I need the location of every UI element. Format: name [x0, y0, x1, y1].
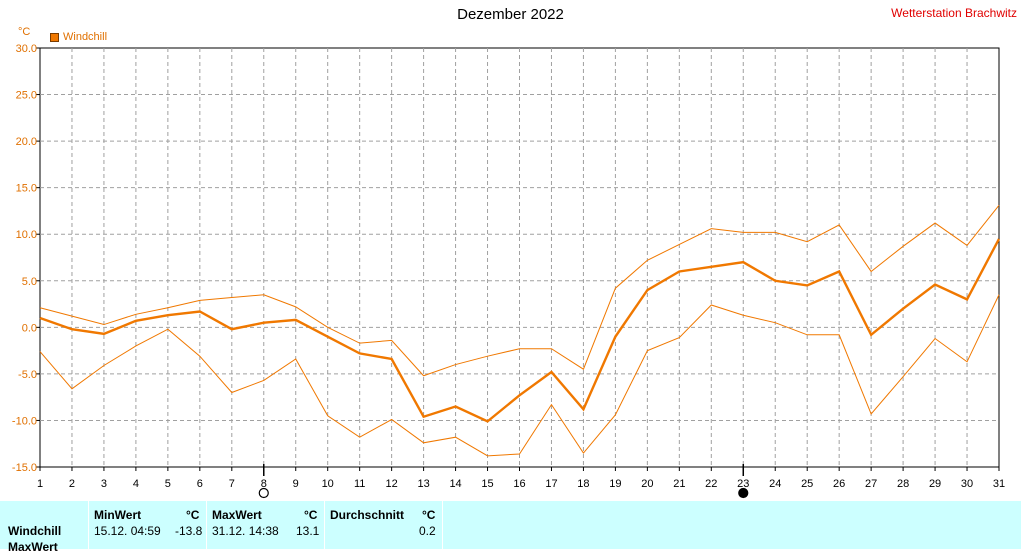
full-moon-icon [258, 487, 269, 499]
x-tick-label: 14 [449, 478, 461, 490]
x-tick-label: 18 [577, 478, 589, 490]
x-tick-label: 5 [165, 478, 171, 490]
max-unit: °C [304, 508, 318, 522]
x-tick-label: 21 [673, 478, 685, 490]
x-tick-label: 29 [929, 478, 941, 490]
plot-frame [39, 47, 1000, 468]
avg-value: 0.2 [419, 524, 436, 538]
min-unit: °C [186, 508, 200, 522]
x-tick-label: 16 [513, 478, 525, 490]
x-tick-label: 6 [197, 478, 203, 490]
x-tick-label: 27 [865, 478, 877, 490]
y-tick-label: 20.0 [16, 136, 37, 148]
max-value: 13.1 [296, 524, 320, 538]
series-line-max [39, 205, 1000, 377]
y-tick-label: -15.0 [12, 462, 37, 474]
legend-swatch [50, 32, 59, 42]
avg-header: Durchschnitt [330, 508, 405, 522]
station-name: Wetterstation Brachwitz [891, 6, 1017, 20]
x-tick-label: 20 [641, 478, 653, 490]
stats-divider [324, 501, 325, 549]
row-label: Windchill [8, 524, 62, 538]
x-tick-label: 23 [737, 478, 749, 490]
y-tick-label: 5.0 [22, 276, 37, 288]
y-tick-label: 0.0 [22, 322, 37, 334]
stats-divider [442, 501, 443, 549]
y-tick-label: 15.0 [16, 183, 37, 195]
y-axis-unit: °C [18, 26, 31, 38]
x-tick-label: 15 [481, 478, 493, 490]
x-tick-label: 13 [417, 478, 429, 490]
x-tick-label: 17 [545, 478, 557, 490]
x-tick-label: 2 [69, 478, 75, 490]
min-date: 15.12. 04:59 [94, 524, 161, 538]
stats-table: MinWert °C MaxWert °C Durchschnitt °C Wi… [0, 501, 1021, 554]
y-tick-label: -5.0 [18, 369, 37, 381]
min-header: MinWert [94, 508, 142, 522]
x-tick-label: 8 [261, 478, 267, 490]
x-tick-label: 24 [769, 478, 781, 490]
x-tick-label: 26 [833, 478, 845, 490]
y-tick-label: 10.0 [16, 229, 37, 241]
stats-divider [206, 501, 207, 549]
max-header: MaxWert [212, 508, 262, 522]
x-tick-label: 1 [37, 478, 43, 490]
row-label-2: MaxWert [8, 540, 58, 554]
x-tick-label: 25 [801, 478, 813, 490]
series-line-avg [39, 238, 1001, 423]
x-tick-label: 30 [961, 478, 973, 490]
chart-title: Dezember 2022 [457, 6, 564, 23]
x-tick-label: 22 [705, 478, 717, 490]
x-tick-label: 19 [609, 478, 621, 490]
stats-divider [88, 501, 89, 549]
x-tick-label: 3 [101, 478, 107, 490]
x-tick-label: 7 [229, 478, 235, 490]
legend: Windchill [50, 31, 107, 43]
chart-plot: 30.0 25.0 20.0 15.0 10.0 5.0 0.0 -5.0 -10.0 -15.0… [12, 43, 1005, 499]
y-tick-label: 25.0 [16, 90, 37, 102]
x-tick-label: 10 [322, 478, 334, 490]
x-tick-label: 31 [993, 478, 1005, 490]
min-value: -13.8 [175, 524, 203, 538]
new-moon-icon [738, 487, 749, 499]
max-date: 31.12. 14:38 [212, 524, 279, 538]
legend-label: Windchill [63, 31, 108, 43]
x-tick-label: 12 [386, 478, 398, 490]
avg-unit: °C [422, 508, 436, 522]
series-line-min [39, 294, 1000, 457]
x-tick-label: 11 [354, 478, 365, 490]
x-tick-label: 28 [897, 478, 909, 490]
y-tick-label: -10.0 [12, 415, 37, 427]
y-tick-label: 30.0 [16, 43, 37, 55]
x-tick-label: 4 [133, 478, 139, 490]
x-tick-label: 9 [293, 478, 299, 490]
